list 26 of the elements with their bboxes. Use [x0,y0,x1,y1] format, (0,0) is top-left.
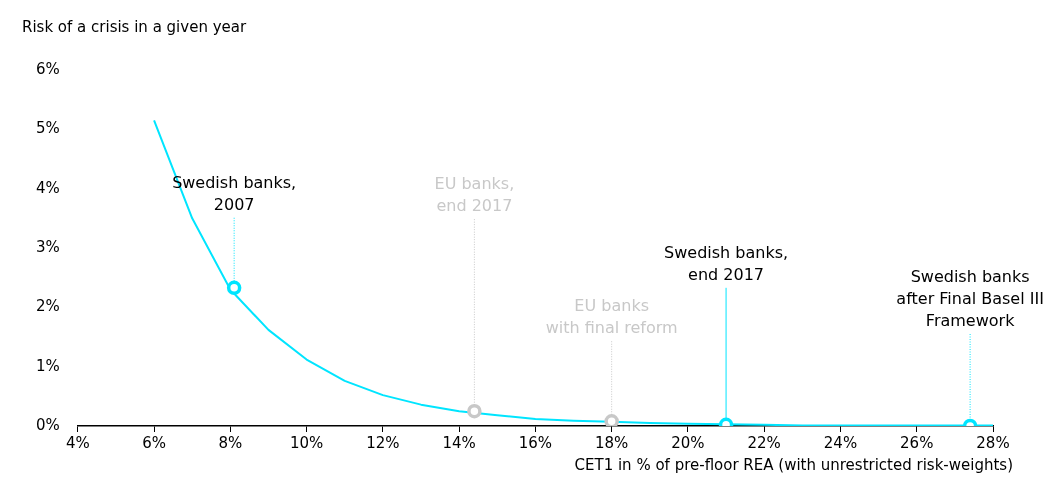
x-tick-label: 24% [823,433,858,452]
x-tick-label: 20% [671,433,705,452]
x-tick-label: 22% [747,433,781,452]
x-tick-label: 18% [594,433,629,452]
y-tick-label: 0% [36,415,60,434]
x-axis-title: CET1 in % of pre-floor REA (with unrestricted risk-weights) [574,456,1013,474]
x-tick-label: 16% [518,433,553,452]
x-tick-label: 28% [976,433,1010,452]
y-tick-label: 3% [36,237,60,256]
y-tick-label: 6% [36,59,60,78]
x-tick-label: 6% [142,433,166,452]
y-axis-title: Risk of a crisis in a given year [22,18,247,36]
annotation: Swedish banks, end 2017 [664,242,789,284]
x-tick-label: 26% [900,433,934,452]
point [604,414,619,426]
x-tick-label: 14% [442,433,476,452]
x-tick-label: 12% [366,433,400,452]
x-tick-label: 10% [289,433,324,452]
x-tick-label: 4% [65,433,90,452]
x-tick-label: 8% [218,433,243,452]
y-tick-label: 4% [36,178,60,197]
y-tick-label: 5% [36,119,60,138]
y-tick-label: 1% [36,356,60,375]
point [226,280,242,295]
y-tick-label: 2% [36,297,60,316]
annotation: Swedish banks after Final Basel III Framework [896,267,1044,330]
